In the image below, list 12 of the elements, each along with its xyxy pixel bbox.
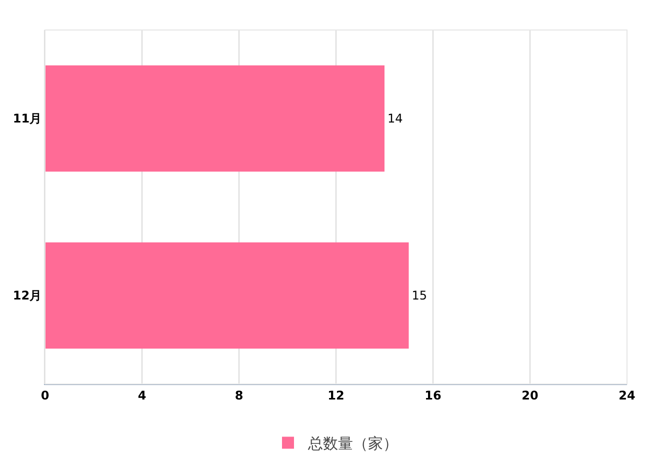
y-tick-label: 11月 [12, 112, 42, 126]
x-tick-label: 24 [618, 388, 636, 402]
data-label: 15 [412, 288, 428, 302]
data-label: 14 [388, 112, 403, 126]
x-tick-label: 8 [234, 388, 244, 402]
x-tick-label: 12 [328, 388, 344, 402]
legend-label: 总数量（家） [307, 434, 398, 453]
y-tick-label: 12月 [12, 288, 42, 303]
x-tick-label: 0 [40, 388, 50, 402]
x-tick-label: 4 [138, 388, 146, 402]
x-tick-label: 16 [424, 388, 442, 402]
x-tick-label: 20 [522, 388, 538, 402]
